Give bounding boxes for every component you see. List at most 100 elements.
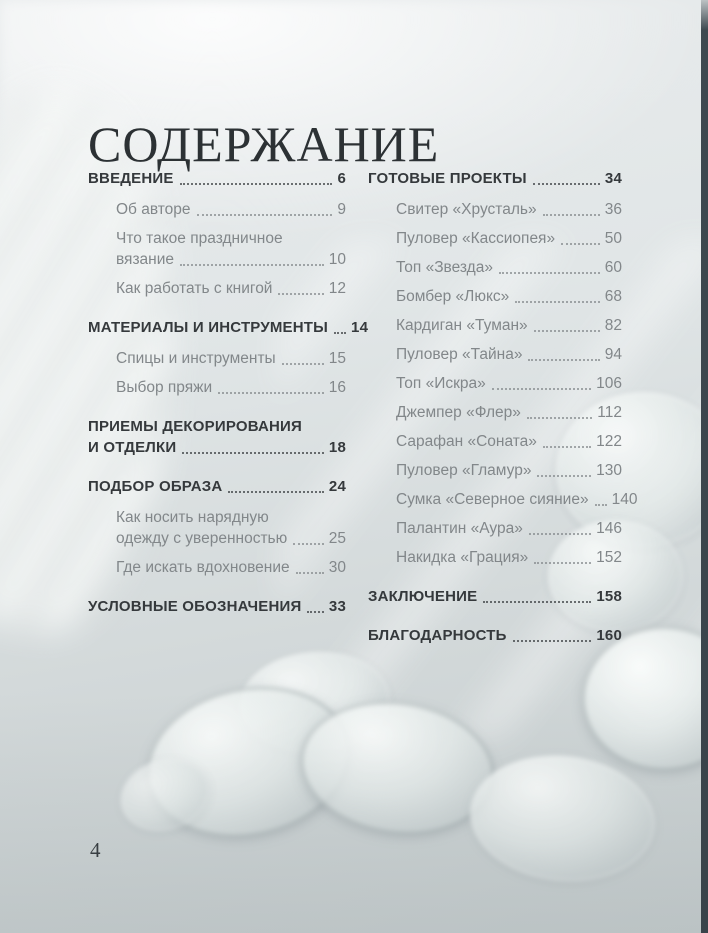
- toc-item: Пуловер «Кассиопея» 50: [368, 228, 622, 249]
- toc-heading: ЗАКЛЮЧЕНИЕ 158: [368, 586, 622, 607]
- dot-leader: [561, 243, 600, 245]
- dot-leader: [512, 640, 592, 642]
- toc-entry-page-number: 152: [596, 549, 622, 566]
- toc-entry-label: ВВЕДЕНИЕ: [88, 170, 174, 187]
- toc-section: ЗАКЛЮЧЕНИЕ 158: [368, 586, 622, 607]
- toc-entry-page-number: 112: [597, 404, 622, 421]
- toc-entry-page-number: 94: [604, 346, 622, 363]
- toc-entry-label: Накидка «Грация»: [396, 549, 529, 566]
- toc-item: Пуловер «Тайна» 94: [368, 344, 622, 365]
- toc-entry-label: Свитер «Хрусталь»: [396, 201, 537, 218]
- page-title: СОДЕРЖАНИЕ: [88, 115, 440, 172]
- toc-item: Спицы и инструменты 15: [88, 348, 346, 369]
- toc-entry-page-number: 140: [611, 491, 638, 508]
- toc-entry-page-number: 50: [604, 230, 622, 247]
- toc-entry-page-number: 15: [328, 350, 346, 367]
- dot-leader: [295, 572, 324, 574]
- toc-entry-page-number: 60: [604, 259, 622, 276]
- toc-entry-page-number: 34: [604, 170, 622, 187]
- toc-item: Как работать с книгой 12: [88, 278, 346, 299]
- toc-entry-page-number: 106: [596, 375, 622, 392]
- toc-entry-line: И ОТДЕЛКИ 18: [88, 437, 346, 458]
- toc-entry-page-number: 14: [351, 319, 369, 336]
- toc-entry-label: Сарафан «Соната»: [396, 433, 537, 450]
- toc-entry-label: Кардиган «Туман»: [396, 317, 528, 334]
- dot-leader: [278, 293, 324, 295]
- toc-entry-line: ВВЕДЕНИЕ 6: [88, 168, 346, 189]
- toc-item: Топ «Искра» 106: [368, 373, 622, 394]
- toc-entry-label: Сумка «Северное сияние»: [396, 491, 589, 508]
- dot-leader: [180, 264, 324, 266]
- toc-entry-line: Сумка «Северное сияние» 140: [396, 489, 637, 510]
- toc-entry-line: Пуловер «Кассиопея» 50: [396, 228, 622, 249]
- toc-entry-line: ПРИЕМЫ ДЕКОРИРОВАНИЯ: [88, 418, 303, 435]
- background-bottom-shade: [0, 693, 708, 933]
- page-edge-bar: [701, 0, 708, 933]
- dot-leader: [534, 562, 592, 564]
- toc-entry-label: Как работать с книгой: [116, 280, 273, 297]
- toc-entry-line: Как носить нарядную: [116, 509, 269, 526]
- dot-leader: [542, 446, 592, 448]
- toc-item: Как носить нарядную одежду с уверенностью…: [88, 507, 346, 549]
- toc-column-right: ГОТОВЫЕ ПРОЕКТЫ 34 Свитер «Хрусталь» 36 Пуло…: [368, 168, 637, 664]
- toc-entry-label: Пуловер «Тайна»: [396, 346, 523, 363]
- toc-section: ГОТОВЫЕ ПРОЕКТЫ 34 Свитер «Хрусталь» 36 Пуло…: [368, 168, 637, 568]
- toc-section: МАТЕРИАЛЫ И ИНСТРУМЕНТЫ 14 Спицы и инструм…: [88, 317, 368, 398]
- toc-item: Накидка «Грация» 152: [368, 547, 622, 568]
- toc-entry-page-number: 33: [328, 598, 346, 615]
- toc-entry-line: ГОТОВЫЕ ПРОЕКТЫ 34: [368, 168, 622, 189]
- toc-section: ВВЕДЕНИЕ 6 Об авторе 9 Что такое праздничное…: [88, 168, 346, 299]
- toc-entry-label: ГОТОВЫЕ ПРОЕКТЫ: [368, 170, 527, 187]
- toc-entry-line: Палантин «Аура» 146: [396, 518, 622, 539]
- toc-entry-page-number: 82: [604, 317, 622, 334]
- dot-leader: [515, 301, 600, 303]
- toc-entry-label: Об авторе: [116, 201, 191, 218]
- toc-item: Где искать вдохновение 30: [88, 557, 346, 578]
- toc-item: Сумка «Северное сияние» 140: [368, 489, 637, 510]
- toc-section: ПРИЕМЫ ДЕКОРИРОВАНИЯ И ОТДЕЛКИ 18: [88, 416, 346, 458]
- dot-leader: [528, 533, 592, 535]
- toc-section: УСЛОВНЫЕ ОБОЗНАЧЕНИЯ 33: [88, 596, 346, 617]
- toc-item: Топ «Звезда» 60: [368, 257, 622, 278]
- toc-entry-page-number: 36: [604, 201, 622, 218]
- toc-heading: ВВЕДЕНИЕ 6: [88, 168, 346, 189]
- toc-entry-label: Где искать вдохновение: [116, 559, 290, 576]
- dot-leader: [182, 452, 324, 454]
- dot-leader: [526, 417, 593, 419]
- toc-item: Выбор пряжи 16: [88, 377, 346, 398]
- toc-item: Палантин «Аура» 146: [368, 518, 622, 539]
- dot-leader: [307, 611, 324, 613]
- dot-leader: [533, 330, 600, 332]
- dot-leader: [498, 272, 600, 274]
- page-number: 4: [90, 838, 101, 862]
- toc-entry-line: Джемпер «Флер» 112: [396, 402, 622, 423]
- toc-entry-label: Выбор пряжи: [116, 379, 213, 396]
- dot-leader: [491, 388, 592, 390]
- toc-entry-label: вязание: [116, 251, 175, 268]
- toc-heading: УСЛОВНЫЕ ОБОЗНАЧЕНИЯ 33: [88, 596, 346, 617]
- toc-entry-page-number: 9: [337, 201, 346, 218]
- dot-leader: [483, 601, 592, 603]
- dot-leader: [594, 504, 607, 506]
- toc-entry-label: Палантин «Аура»: [396, 520, 523, 537]
- toc-item: Свитер «Хрусталь» 36: [368, 199, 622, 220]
- toc-column-left: ВВЕДЕНИЕ 6 Об авторе 9 Что такое праздничное…: [88, 168, 368, 635]
- toc-entry-page-number: 25: [328, 530, 346, 547]
- toc-heading: МАТЕРИАЛЫ И ИНСТРУМЕНТЫ 14: [88, 317, 368, 338]
- dot-leader: [334, 332, 347, 334]
- dot-leader: [537, 475, 592, 477]
- toc-item: Об авторе 9: [88, 199, 346, 220]
- toc-entry-line: УСЛОВНЫЕ ОБОЗНАЧЕНИЯ 33: [88, 596, 346, 617]
- toc-entry-line: Спицы и инструменты 15: [116, 348, 346, 369]
- toc-entry-page-number: 6: [337, 170, 346, 187]
- toc-heading: ГОТОВЫЕ ПРОЕКТЫ 34: [368, 168, 622, 189]
- toc-entry-page-number: 30: [328, 559, 346, 576]
- toc-entry-label: Топ «Искра»: [396, 375, 486, 392]
- toc-entry-line: вязание 10: [116, 249, 346, 270]
- toc-entry-label: Топ «Звезда»: [396, 259, 493, 276]
- toc-entry-page-number: 158: [596, 588, 622, 605]
- toc-heading: ПРИЕМЫ ДЕКОРИРОВАНИЯ И ОТДЕЛКИ 18: [88, 416, 346, 458]
- toc-entry-line: ЗАКЛЮЧЕНИЕ 158: [368, 586, 622, 607]
- toc-entry-label: Спицы и инструменты: [116, 350, 276, 367]
